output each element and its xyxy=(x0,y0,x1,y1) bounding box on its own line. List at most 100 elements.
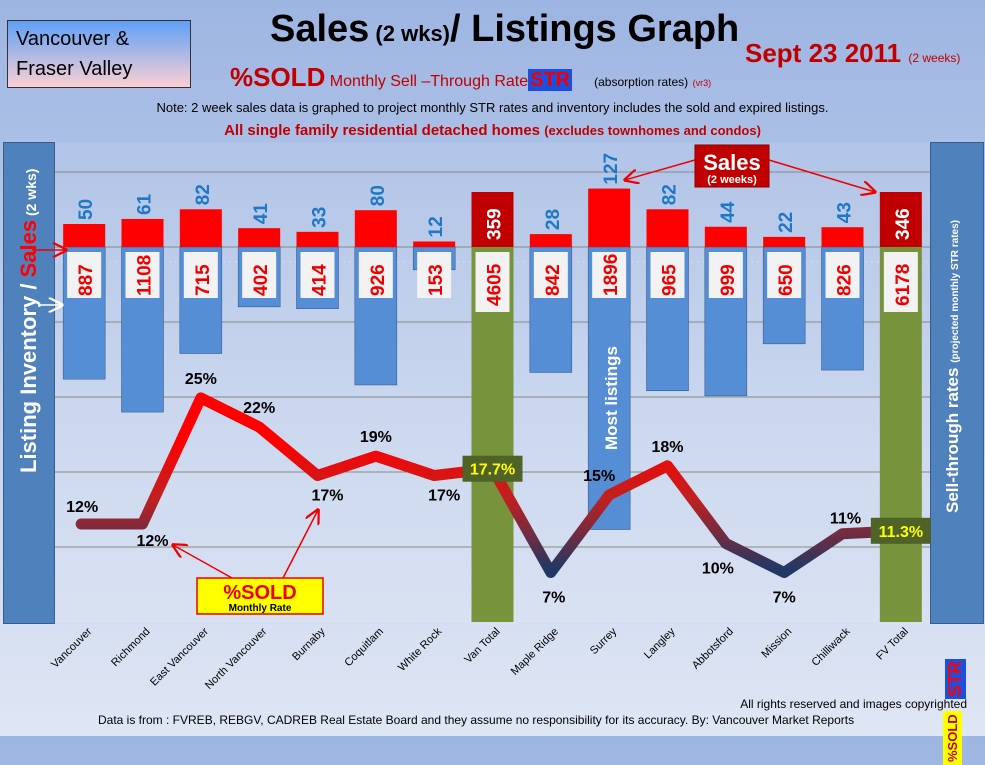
x-tick-label: Vancouver xyxy=(49,625,94,670)
inventory-label-box xyxy=(475,252,510,312)
sales-value-label: 12 xyxy=(426,216,447,237)
scope-note: All single family residential detached h… xyxy=(0,122,985,139)
sales-value-label: 61 xyxy=(135,193,156,215)
sold-box-sub: Monthly Rate xyxy=(229,603,292,614)
sales-callout: Sales xyxy=(703,150,761,175)
inventory-value-label: 826 xyxy=(835,264,856,296)
str-value-label: 11.3% xyxy=(879,524,923,541)
str-value-label: 19% xyxy=(360,429,392,446)
inventory-value-label: 1108 xyxy=(135,255,156,296)
sales-value-label: 22 xyxy=(776,212,797,233)
inventory-value-label: 6178 xyxy=(893,264,914,306)
inventory-label-box xyxy=(358,252,393,298)
sold-box-label: %SOLD xyxy=(223,582,296,604)
x-tick-label: Coquitlam xyxy=(342,626,386,670)
region-line2: Fraser Valley xyxy=(16,58,133,80)
inventory-value-label: 887 xyxy=(76,264,97,296)
str-value-label: 22% xyxy=(243,400,275,417)
x-tick-label: White Rock xyxy=(396,625,445,674)
inventory-value-label: 650 xyxy=(776,264,797,296)
sales-bar xyxy=(238,228,281,247)
copyright: All rights reserved and images copyright… xyxy=(740,697,967,711)
inventory-label-box xyxy=(883,252,918,312)
sales-bar xyxy=(588,188,631,247)
left-axis-panel: Listing Inventory / Sales (2 wks) xyxy=(3,142,55,624)
x-tick-label: Maple Ridge xyxy=(509,626,561,678)
str-value-label: 15% xyxy=(583,468,615,485)
region-line1: Vancouver & xyxy=(16,28,130,50)
inventory-label-box xyxy=(650,252,685,298)
sales-bar xyxy=(354,210,397,247)
str-value-label: 17% xyxy=(311,488,343,505)
str-value-label: 7% xyxy=(542,590,565,607)
x-tick-label: Langley xyxy=(642,625,678,661)
date-text: Sept 23 2011 xyxy=(745,38,902,68)
sales-bar xyxy=(179,209,222,247)
inventory-value-label: 842 xyxy=(543,264,564,296)
str-line: 12% 12% 25% 22% 17% 19% 17% 17.7% 7% 15% 18% 10% 7% 1… xyxy=(66,371,931,607)
str-value-label: 12% xyxy=(66,499,98,516)
title-part2: / Listings Graph xyxy=(450,8,740,50)
inventory-value-label: 965 xyxy=(660,264,681,296)
str-total-label-box xyxy=(462,455,523,482)
callout-arrow-right xyxy=(768,159,875,192)
sales-value-label: 44 xyxy=(718,201,739,223)
version: (vr3) xyxy=(692,78,712,88)
bars: 50 887 61 1108 82 715 41 402 33 414 80 926 12 153 359 4… xyxy=(62,153,922,622)
x-tick-label: Richmond xyxy=(109,626,153,670)
sold-label: %SOLD xyxy=(230,62,326,92)
str-value-label: 11% xyxy=(830,511,861,528)
x-tick-label: Mission xyxy=(759,626,794,661)
absorption-note: (absorption rates) xyxy=(594,75,689,89)
sales-value-label: 33 xyxy=(310,207,331,228)
x-tick-label: North Vancouver xyxy=(203,625,270,692)
data-source: Data is from : FVREB, REBGV, CADREB Real… xyxy=(98,713,855,727)
most-listings-label: Most listings xyxy=(602,346,621,450)
inventory-value-label: 999 xyxy=(718,264,739,296)
chart-title: Sales (2 wks)/ Listings Graph xyxy=(270,8,739,51)
str-value-label: 25% xyxy=(185,371,217,388)
sales-value-label: 127 xyxy=(601,153,622,185)
inventory-label-box xyxy=(533,252,568,298)
subtitle: %SOLD Monthly Sell –Through Rate STR (abso… xyxy=(230,62,711,93)
x-tick-label: FV Total xyxy=(874,626,911,663)
inventory-label-box xyxy=(417,252,452,298)
date-note: (2 weeks) xyxy=(908,51,961,65)
sales-callout-box xyxy=(694,144,770,188)
sales-value-label: 43 xyxy=(835,202,856,223)
sales-value-label: 82 xyxy=(193,184,214,205)
str-total-label-box xyxy=(870,517,931,544)
report-date: Sept 23 2011 (2 weeks) xyxy=(745,38,960,69)
str-value-label: 12% xyxy=(136,533,168,550)
sales-bar xyxy=(63,224,106,247)
note: Note: 2 week sales data is graphed to pr… xyxy=(156,100,829,115)
str-value-label: 17.7% xyxy=(470,462,515,479)
sales-bar xyxy=(821,227,864,247)
str-badge: STR xyxy=(528,69,573,91)
total-sales-bar xyxy=(471,192,514,247)
sales-bar xyxy=(763,236,806,247)
str-desc: Monthly Sell –Through Rate xyxy=(325,73,529,90)
inventory-label-box xyxy=(67,252,102,298)
inventory-label-box xyxy=(183,252,218,298)
right-axis-panel: Sell-through rates (projected monthly ST… xyxy=(930,142,984,765)
x-tick-label: Abbotsford xyxy=(690,626,736,672)
sales-value-label: 346 xyxy=(893,208,914,240)
inventory-label-box xyxy=(242,252,277,298)
sales-bar xyxy=(121,218,164,247)
x-tick-label: Van Total xyxy=(462,626,502,666)
total-sales-bar xyxy=(879,192,922,247)
inventory-value-label: 926 xyxy=(368,264,389,296)
inventory-value-label: 414 xyxy=(310,264,331,296)
inventory-value-label: 402 xyxy=(251,264,272,296)
sales-value-label: 359 xyxy=(485,208,506,240)
sales-bar xyxy=(704,226,747,247)
scope-excludes: (excludes townhomes and condos) xyxy=(544,123,761,138)
inventory-label-box xyxy=(300,252,335,298)
str-value-label: 10% xyxy=(702,560,734,577)
str-value-label: 17% xyxy=(428,488,460,505)
inventory-label-box xyxy=(125,252,160,298)
annotations: Sales (2 weeks) Most listings %SOLD Mont… xyxy=(32,144,875,615)
str-value-label: 18% xyxy=(651,439,683,456)
